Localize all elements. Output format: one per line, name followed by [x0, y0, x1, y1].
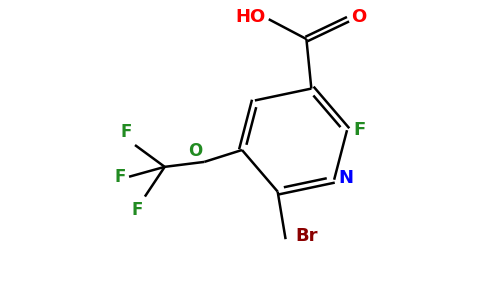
Text: N: N [338, 169, 353, 187]
Text: HO: HO [236, 8, 266, 26]
Text: F: F [353, 121, 365, 139]
Text: O: O [188, 142, 202, 160]
Text: O: O [351, 8, 366, 26]
Text: F: F [132, 200, 143, 218]
Text: Br: Br [296, 227, 318, 245]
Text: F: F [121, 123, 132, 141]
Text: F: F [115, 168, 126, 186]
